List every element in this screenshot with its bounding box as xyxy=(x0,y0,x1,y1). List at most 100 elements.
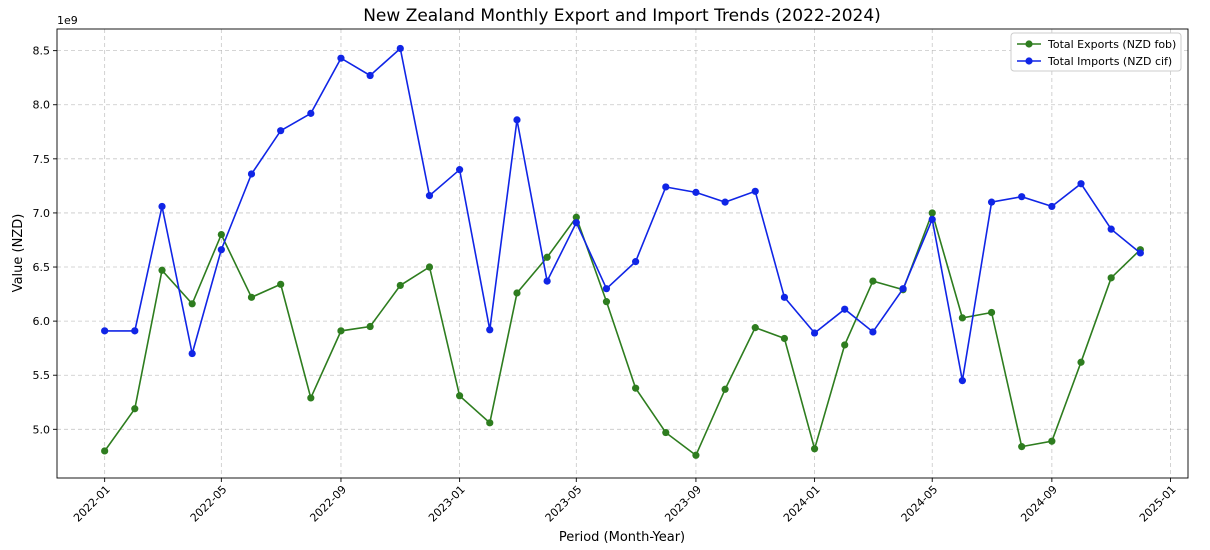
y-tick-label: 5.5 xyxy=(33,369,51,382)
x-tick-label: 2023-09 xyxy=(662,483,704,525)
data-point xyxy=(307,109,315,117)
data-point xyxy=(692,451,700,459)
data-point xyxy=(247,293,256,301)
data-point xyxy=(337,54,345,62)
data-point xyxy=(277,280,285,288)
data-point xyxy=(513,116,521,124)
data-point xyxy=(247,170,256,178)
y-tick-label: 8.0 xyxy=(33,99,51,112)
data-point xyxy=(632,258,640,266)
data-point xyxy=(1048,437,1056,445)
y-tick-label: 8.5 xyxy=(33,45,51,58)
x-axis-label: Period (Month-Year) xyxy=(559,530,685,545)
data-point xyxy=(928,215,936,224)
data-point xyxy=(869,328,877,336)
data-point xyxy=(101,447,109,455)
data-point xyxy=(572,219,580,227)
series-imports xyxy=(101,44,1144,385)
legend: Total Exports (NZD fob) Total Imports (NZ… xyxy=(1010,32,1182,72)
chart-title: New Zealand Monthly Export and Import Tr… xyxy=(363,6,881,26)
data-point xyxy=(307,394,315,402)
data-point xyxy=(1077,358,1085,366)
plot-frame xyxy=(56,28,1189,479)
data-point xyxy=(692,188,700,196)
data-point xyxy=(1048,202,1056,211)
series-line xyxy=(104,46,1141,381)
data-point xyxy=(396,44,404,53)
data-point xyxy=(987,198,996,206)
y-tick-label: 5.0 xyxy=(33,423,51,436)
data-point xyxy=(513,289,521,297)
x-tick-label: 2024-01 xyxy=(781,483,823,525)
data-point xyxy=(217,230,225,239)
legend-marker xyxy=(1025,57,1033,65)
data-point xyxy=(188,349,196,358)
series-exports xyxy=(101,209,1144,459)
data-point xyxy=(425,263,434,271)
data-point xyxy=(396,281,404,290)
data-point xyxy=(158,266,166,274)
grid xyxy=(57,29,1188,478)
data-point xyxy=(780,293,789,301)
data-point xyxy=(899,285,907,293)
y-tick-label: 7.0 xyxy=(33,207,51,220)
data-point xyxy=(131,405,139,413)
data-point xyxy=(987,308,996,317)
legend-label: Total Exports (NZD fob) xyxy=(1047,38,1176,51)
data-point xyxy=(277,127,285,135)
data-point xyxy=(158,202,166,211)
x-tick-label: 2022-09 xyxy=(307,483,349,525)
y-tick-label: 6.5 xyxy=(33,261,51,274)
legend-box xyxy=(1010,32,1182,72)
data-point xyxy=(958,377,966,385)
data-point xyxy=(810,329,819,337)
y-axis: 5.0 5.5 6.0 6.5 7.0 7.5 8.0 8.5 xyxy=(33,45,57,436)
data-point xyxy=(751,324,759,332)
data-point xyxy=(366,322,374,331)
data-point xyxy=(662,183,670,191)
x-tick-label: 2024-09 xyxy=(1018,483,1060,525)
data-point xyxy=(869,277,877,285)
legend-marker xyxy=(1025,40,1033,48)
data-point xyxy=(751,187,759,195)
x-tick-label: 2024-05 xyxy=(899,483,941,525)
data-point xyxy=(1136,249,1144,257)
y-tick-label: 6.0 xyxy=(33,315,51,328)
x-tick-label: 2022-05 xyxy=(188,483,230,525)
data-point xyxy=(1018,193,1026,201)
data-point xyxy=(1018,443,1026,451)
data-point xyxy=(780,334,789,343)
legend-label: Total Imports (NZD cif) xyxy=(1047,55,1172,68)
data-point xyxy=(456,392,464,400)
data-point xyxy=(486,419,494,427)
data-point xyxy=(101,327,109,335)
data-point xyxy=(721,198,729,206)
data-point xyxy=(131,327,139,335)
data-point xyxy=(425,192,434,200)
data-point xyxy=(188,300,196,308)
data-point xyxy=(217,246,225,254)
data-point xyxy=(366,71,374,80)
data-point xyxy=(841,341,849,349)
data-point xyxy=(928,209,936,217)
x-tick-label: 2022-01 xyxy=(71,483,113,525)
data-point xyxy=(1077,180,1085,188)
data-point xyxy=(602,285,611,293)
data-point xyxy=(1107,225,1115,233)
x-tick-label: 2023-01 xyxy=(426,483,468,525)
data-point xyxy=(456,166,464,174)
data-point xyxy=(486,326,494,334)
x-tick-label: 2023-05 xyxy=(543,483,585,525)
series-layer xyxy=(101,44,1144,459)
data-point xyxy=(543,277,551,285)
data-point xyxy=(810,445,819,453)
data-point xyxy=(841,305,849,313)
data-point xyxy=(572,213,580,221)
data-point xyxy=(543,253,551,261)
data-point xyxy=(632,384,640,392)
data-point xyxy=(1107,274,1115,282)
x-tick-label: 2025-01 xyxy=(1137,483,1179,525)
x-axis: 2022-01 2022-05 2022-09 2023-01 2023-05 2023-… xyxy=(71,478,1179,525)
data-point xyxy=(602,298,611,306)
